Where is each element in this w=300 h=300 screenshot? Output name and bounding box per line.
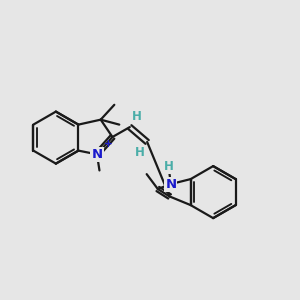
Text: H: H bbox=[135, 146, 145, 159]
Text: N: N bbox=[165, 178, 176, 190]
Text: +: + bbox=[104, 140, 113, 149]
Text: H: H bbox=[132, 110, 142, 123]
Text: H: H bbox=[164, 160, 174, 173]
Text: N: N bbox=[92, 148, 103, 161]
